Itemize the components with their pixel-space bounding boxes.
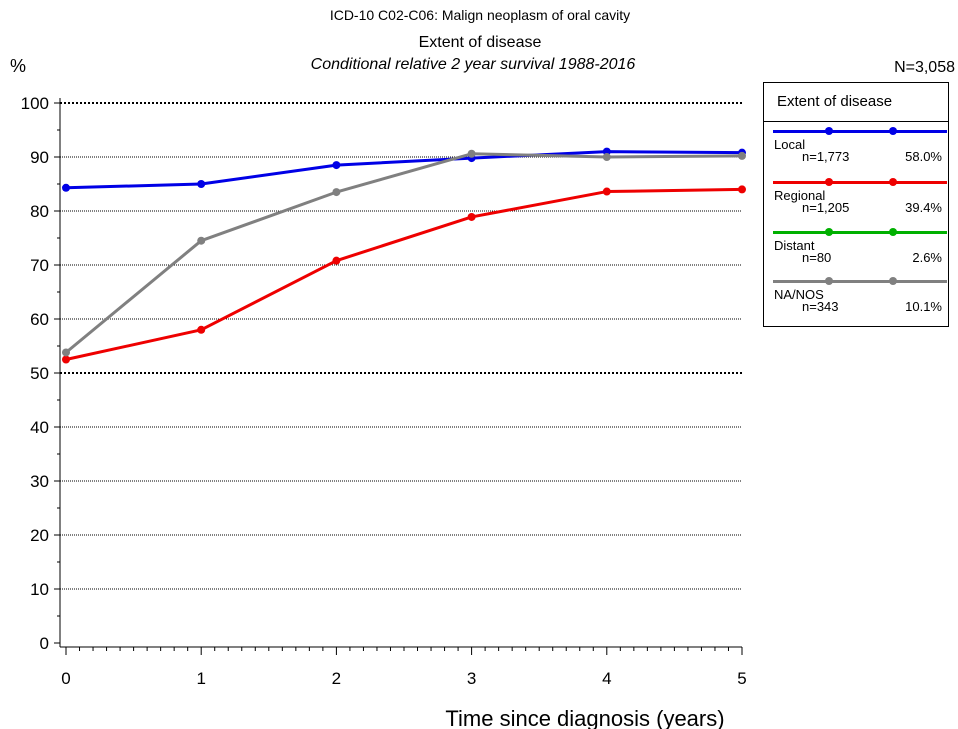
data-point-local xyxy=(62,183,70,192)
legend-count-distant: n=80 xyxy=(802,250,832,265)
chart-title-line2: Extent of disease xyxy=(419,34,542,51)
legend-name-na-nos: NA/NOS xyxy=(774,287,824,302)
x-tick-label-0: 0 xyxy=(61,669,70,688)
legend-marker-na-nos xyxy=(825,277,833,285)
data-point-na-nos xyxy=(467,149,476,158)
legend-name-regional: Regional xyxy=(774,188,826,203)
series-line-regional xyxy=(65,187,743,361)
legend-item-distant: Distant n=80 2.6% xyxy=(764,228,948,283)
legend-line-regional xyxy=(773,181,947,184)
legend-percent-na-nos: 10.1% xyxy=(905,299,942,314)
y-tick-label-40: 40 xyxy=(30,418,49,437)
data-point-local xyxy=(197,180,206,188)
legend-marker-distant xyxy=(825,228,833,236)
x-tick-label-1: 1 xyxy=(196,669,205,688)
y-tick-label-10: 10 xyxy=(30,580,49,599)
legend-item-na-nos: NA/NOS n=343 10.1% xyxy=(764,277,948,332)
y-tick-label-50: 50 xyxy=(30,364,49,383)
legend-line-distant xyxy=(773,231,947,234)
total-n: N=3,058 xyxy=(894,59,955,76)
legend-count-na-nos: n=343 xyxy=(802,299,839,314)
y-tick-label-0: 0 xyxy=(40,634,49,653)
legend-marker-regional xyxy=(889,178,897,186)
x-axis-label: Time since diagnosis (years) xyxy=(445,706,724,729)
legend-marker-na-nos xyxy=(889,277,897,285)
x-tick-label-3: 3 xyxy=(467,669,476,688)
grid-lines xyxy=(60,102,742,590)
y-tick-labels: 0 10 20 30 40 50 60 70 80 90 100 xyxy=(21,94,49,653)
legend-item-regional: Regional n=1,205 39.4% xyxy=(764,178,948,233)
data-point-regional xyxy=(62,355,70,364)
data-point-na-nos xyxy=(738,151,746,160)
chart-subtitle: Conditional relative 2 year survival 198… xyxy=(311,56,636,73)
y-tick-label-90: 90 xyxy=(30,148,49,167)
y-tick-label-70: 70 xyxy=(30,256,49,275)
data-series xyxy=(62,147,746,364)
x-tick-label-4: 4 xyxy=(602,669,611,688)
data-point-regional xyxy=(738,185,746,194)
series-line-local xyxy=(65,150,743,190)
data-point-regional xyxy=(602,187,611,196)
y-tick-label-100: 100 xyxy=(21,94,49,113)
legend-marker-regional xyxy=(825,178,833,186)
legend-item-local: Local n=1,773 58.0% xyxy=(764,127,948,182)
y-tick-label-20: 20 xyxy=(30,526,49,545)
data-point-regional xyxy=(332,256,341,265)
legend-divider xyxy=(764,121,948,122)
legend: Extent of disease Local n=1,773 58.0% Re… xyxy=(763,82,949,327)
data-point-na-nos xyxy=(332,188,341,197)
legend-marker-local xyxy=(889,127,897,135)
legend-percent-distant: 2.6% xyxy=(912,250,942,265)
data-point-regional xyxy=(197,325,206,334)
data-point-na-nos xyxy=(197,236,206,245)
x-tick-labels: 0 1 2 3 4 5 xyxy=(61,669,746,688)
y-tick-label-60: 60 xyxy=(30,310,49,329)
chart-title-line1: ICD-10 C02-C06: Malign neoplasm of oral … xyxy=(330,7,630,23)
x-tick-label-5: 5 xyxy=(737,669,746,688)
y-tick-label-80: 80 xyxy=(30,202,49,221)
data-point-local xyxy=(332,161,341,170)
tick-marks xyxy=(54,102,743,655)
legend-count-local: n=1,773 xyxy=(802,149,850,164)
data-point-na-nos xyxy=(62,348,70,357)
legend-percent-local: 58.0% xyxy=(905,149,942,164)
legend-marker-distant xyxy=(889,228,897,236)
data-point-regional xyxy=(467,212,476,221)
legend-title: Extent of disease xyxy=(777,93,893,110)
legend-marker-local xyxy=(825,127,833,135)
legend-line-local xyxy=(773,130,947,133)
legend-line-na-nos xyxy=(773,280,947,283)
x-tick-label-2: 2 xyxy=(332,669,341,688)
legend-count-regional: n=1,205 xyxy=(802,200,850,215)
legend-name-local: Local xyxy=(774,137,806,152)
y-axis-unit: % xyxy=(10,56,26,76)
series-line-na-nos xyxy=(65,152,743,354)
legend-name-distant: Distant xyxy=(774,238,815,253)
y-tick-label-30: 30 xyxy=(30,472,49,491)
legend-percent-regional: 39.4% xyxy=(905,200,942,215)
data-point-na-nos xyxy=(602,153,611,161)
